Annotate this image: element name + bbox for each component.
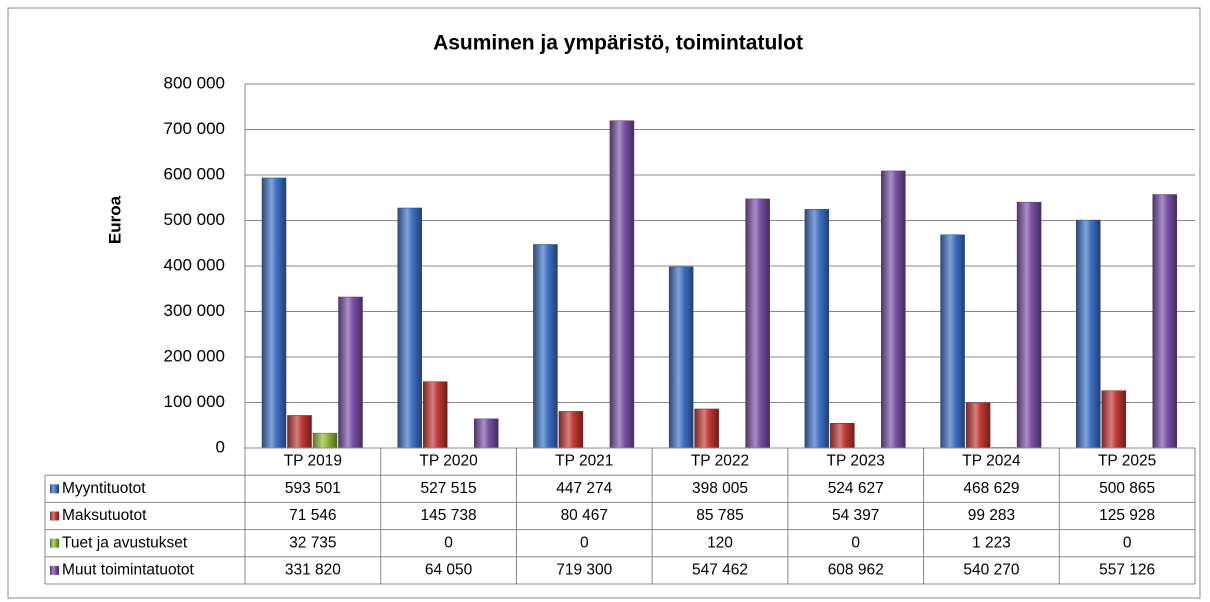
data-label: 524 627 [828, 480, 884, 497]
bar [473, 418, 499, 449]
bar [261, 177, 287, 449]
bar [694, 408, 719, 449]
data-label: 0 [580, 534, 589, 551]
data-label: 468 629 [963, 480, 1019, 497]
legend-label: Maksutuotot [62, 507, 147, 524]
chart-frame [7, 7, 1201, 599]
bar [338, 296, 363, 449]
chart-title: Asuminen ja ympäristö, toimintatulot [433, 32, 803, 55]
bar [533, 244, 558, 449]
legend-label: Tuet ja avustukset [62, 534, 188, 551]
bar [804, 209, 830, 449]
data-label: 527 515 [421, 480, 477, 497]
data-label: 0 [1123, 534, 1132, 551]
y-tick-label: 300 000 [164, 301, 225, 320]
data-label: 80 467 [561, 507, 608, 524]
bar [1101, 390, 1127, 449]
legend-label: Myyntituotot [62, 480, 146, 497]
bar [881, 170, 906, 449]
bar [940, 234, 965, 449]
data-label: 331 820 [285, 561, 341, 578]
x-tick-label: TP 2024 [962, 453, 1021, 470]
legend-key [50, 565, 59, 575]
data-label: 593 501 [285, 480, 341, 497]
x-tick-label: TP 2023 [827, 453, 885, 470]
x-tick-label: TP 2020 [419, 453, 478, 470]
bar [830, 422, 855, 449]
x-tick-label: TP 2025 [1098, 453, 1156, 470]
y-tick-label: 600 000 [164, 164, 225, 183]
legend-key [50, 511, 59, 521]
bar [745, 198, 770, 449]
data-label: 54 397 [832, 507, 879, 524]
bar [1076, 219, 1101, 449]
bar [422, 381, 448, 449]
bar [668, 266, 694, 449]
y-tick-label: 500 000 [164, 210, 225, 229]
data-label: 547 462 [692, 561, 748, 578]
data-label: 540 270 [963, 561, 1019, 578]
data-label: 608 962 [828, 561, 884, 578]
bar [287, 415, 312, 449]
data-label: 85 785 [696, 507, 743, 524]
y-tick-label: 0 [216, 437, 225, 456]
legend-key [50, 484, 59, 494]
data-label: 447 274 [556, 480, 612, 497]
y-tick-label: 700 000 [164, 119, 225, 138]
y-tick-label: 200 000 [164, 346, 225, 365]
bar [397, 207, 422, 449]
data-label: 145 738 [421, 507, 477, 524]
x-tick-label: TP 2022 [691, 453, 749, 470]
y-tick-label: 800 000 [164, 73, 225, 92]
data-label: 71 546 [289, 507, 336, 524]
bar [965, 402, 991, 449]
legend-label: Muut toimintatuotot [62, 561, 195, 578]
bar [609, 120, 635, 449]
bar [1152, 194, 1178, 449]
data-label: 125 928 [1099, 507, 1155, 524]
data-label: 99 283 [968, 507, 1015, 524]
data-label: 0 [851, 534, 860, 551]
data-label: 120 [707, 534, 733, 551]
x-tick-label: TP 2021 [555, 453, 613, 470]
y-axis-title: Euroa [105, 195, 124, 244]
bar [312, 432, 338, 449]
data-label: 398 005 [692, 480, 748, 497]
data-label: 500 865 [1099, 480, 1155, 497]
y-tick-label: 100 000 [164, 392, 225, 411]
data-label: 0 [444, 534, 453, 551]
legend-key [50, 538, 59, 548]
data-label: 64 050 [425, 561, 473, 578]
data-label: 32 735 [289, 534, 336, 551]
data-label: 557 126 [1099, 561, 1155, 578]
data-label: 1 223 [972, 534, 1011, 551]
y-tick-label: 400 000 [164, 255, 225, 274]
x-tick-label: TP 2019 [284, 453, 342, 470]
data-label: 719 300 [556, 561, 612, 578]
bar [558, 411, 584, 449]
bar [1016, 201, 1042, 449]
